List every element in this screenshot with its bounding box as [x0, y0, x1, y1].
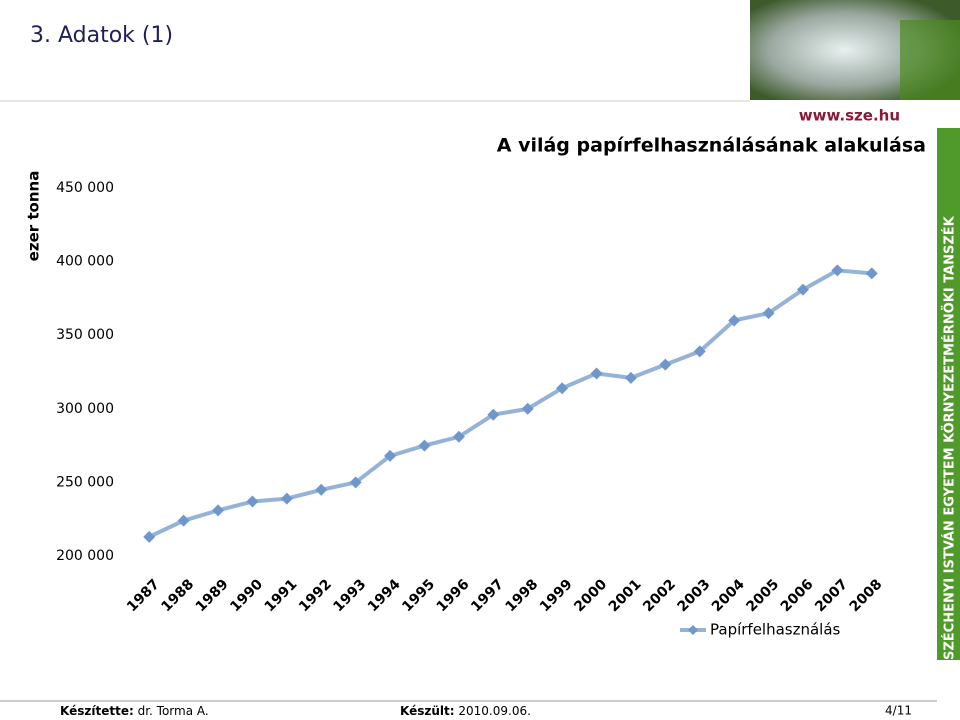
x-tick-label: 2002 [640, 576, 679, 615]
point-marker [315, 483, 328, 496]
x-tick-label: 2004 [709, 576, 748, 615]
y-tick-label: 250 000 [56, 474, 114, 490]
x-tick-label: 1989 [193, 576, 232, 615]
point-marker [280, 492, 293, 505]
x-tick-label: 1998 [502, 576, 541, 615]
x-tick-label: 1987 [124, 576, 163, 615]
legend-label: Papírfelhasználás [710, 621, 841, 639]
chart-title: A világ papírfelhasználásának alakulása [497, 135, 926, 157]
url: www.sze.hu [799, 107, 900, 125]
x-tick-label: 1993 [330, 576, 369, 615]
x-tick-label: 2000 [571, 576, 610, 615]
x-tick-label: 2005 [743, 576, 782, 615]
x-tick-label: 1997 [468, 576, 507, 615]
point-marker [487, 408, 500, 421]
point-marker [556, 382, 569, 395]
x-tick-label: 1995 [399, 576, 438, 615]
point-marker [728, 314, 741, 327]
point-marker [246, 495, 259, 508]
point-marker [212, 504, 225, 517]
point-marker [452, 430, 465, 443]
point-marker [831, 264, 844, 277]
plot: 200 000 250 000 300 000 350 000 400 000 450 0… [56, 180, 885, 639]
x-tick-label: 1991 [262, 576, 301, 615]
x-tick-label: 2006 [778, 576, 817, 615]
point-marker [521, 402, 534, 415]
point-marker [418, 439, 431, 452]
point-marker [624, 371, 637, 384]
legend-marker [688, 625, 698, 635]
sidebar [937, 128, 960, 660]
x-tick-label: 1999 [537, 576, 576, 615]
y-tick-label: 200 000 [56, 548, 114, 564]
x-tick-label: 1996 [434, 576, 473, 615]
point-marker [796, 283, 809, 296]
point-marker [177, 514, 190, 527]
point-marker [865, 267, 878, 280]
point-marker [762, 307, 775, 320]
y-axis-label: ezer tonna [25, 171, 43, 262]
sidebar-text: SZÉCHENYI ISTVÁN EGYETEM KÖRNYEZETMÉRNÖK… [942, 215, 958, 660]
y-tick-label: 300 000 [56, 401, 114, 417]
x-tick-label: 2008 [847, 576, 886, 615]
x-tick-label: 2003 [675, 576, 714, 615]
point-marker [384, 449, 397, 462]
series-line [148, 268, 872, 539]
point-marker [143, 530, 156, 543]
x-tick-label: 1994 [365, 576, 404, 615]
footer-date: Készült: 2010.09.06. [400, 704, 531, 718]
y-tick-label: 450 000 [56, 180, 114, 196]
slide-title: 3. Adatok (1) [30, 23, 173, 48]
x-tick-label: 1988 [158, 576, 197, 615]
point-marker [349, 476, 362, 489]
page-number: 4/11 [885, 704, 912, 718]
point-marker [590, 367, 603, 380]
x-tick-label: 1990 [227, 576, 266, 615]
x-tick-label: 2007 [812, 576, 851, 615]
x-tick-label: 2001 [606, 576, 645, 615]
footer-author: Készítette: dr. Torma A. [60, 704, 209, 718]
point-marker [693, 345, 706, 358]
y-tick-label: 400 000 [56, 254, 114, 270]
x-tick-label: 1992 [296, 576, 335, 615]
point-marker [659, 358, 672, 371]
y-tick-label: 350 000 [56, 327, 114, 343]
header-image-grass [900, 20, 960, 100]
